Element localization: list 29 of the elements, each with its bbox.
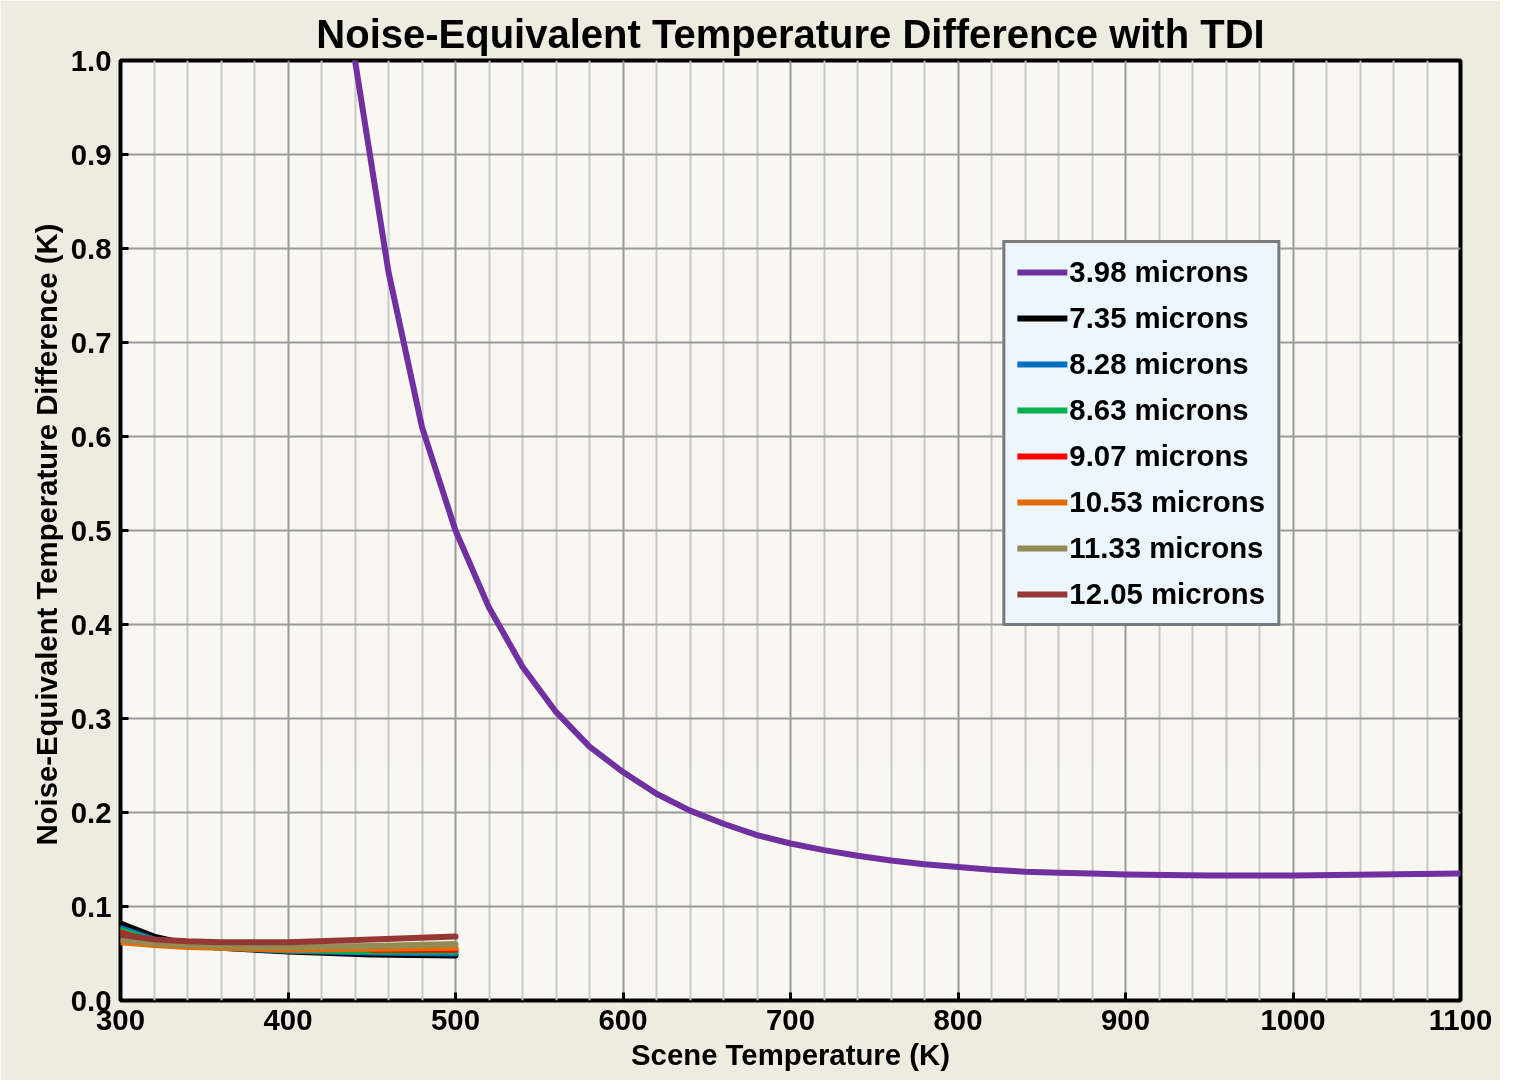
x-tick-label: 1000 bbox=[1260, 1002, 1326, 1036]
x-axis-title: Scene Temperature (K) bbox=[631, 1037, 950, 1071]
y-tick-label: 0.3 bbox=[70, 701, 112, 735]
legend-label: 11.33 microns bbox=[1069, 531, 1264, 565]
y-tick-label: 0.4 bbox=[70, 607, 113, 641]
x-tick-label: 600 bbox=[598, 1002, 648, 1036]
legend-label: 7.35 microns bbox=[1069, 301, 1249, 335]
x-tick-label: 500 bbox=[431, 1002, 480, 1036]
x-tick-label: 800 bbox=[933, 1002, 983, 1036]
y-tick-label: 0.9 bbox=[70, 137, 112, 171]
y-axis-title: Noise-Equivalent Temperature Difference (K) bbox=[29, 223, 63, 846]
x-tick-label: 900 bbox=[1101, 1002, 1150, 1036]
legend-label: 3.98 microns bbox=[1069, 255, 1249, 289]
y-tick-label: 0.1 bbox=[70, 889, 112, 923]
chart-title: Noise-Equivalent Temperature Difference with TDI bbox=[316, 11, 1265, 56]
y-tick-label: 0.7 bbox=[70, 325, 112, 359]
legend-label: 12.05 microns bbox=[1069, 577, 1265, 611]
x-tick-label: 700 bbox=[766, 1002, 815, 1036]
y-tick-label: 0.6 bbox=[70, 419, 112, 453]
x-tick-label: 400 bbox=[263, 1002, 313, 1036]
legend-label: 8.28 microns bbox=[1069, 347, 1249, 381]
y-tick-label: 0.8 bbox=[70, 231, 112, 265]
y-tick-label: 0.5 bbox=[70, 513, 112, 547]
x-tick-label: 1100 bbox=[1428, 1002, 1493, 1036]
legend-label: 9.07 microns bbox=[1069, 439, 1249, 473]
legend-label: 10.53 microns bbox=[1069, 485, 1265, 519]
y-tick-label: 0.2 bbox=[70, 795, 112, 829]
y-tick-label: 1.0 bbox=[70, 43, 112, 77]
legend-label: 8.63 microns bbox=[1069, 393, 1249, 427]
